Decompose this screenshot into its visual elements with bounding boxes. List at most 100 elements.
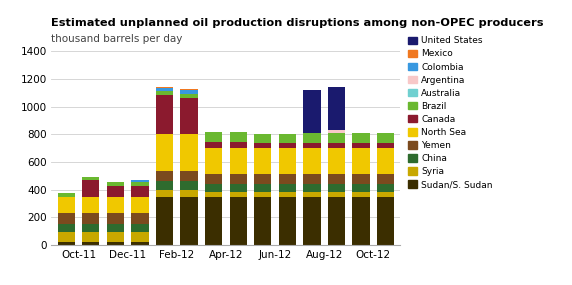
Bar	[156, 197, 173, 245]
Bar	[181, 90, 198, 93]
Bar	[156, 171, 173, 182]
Bar	[303, 184, 320, 192]
Bar	[156, 182, 173, 190]
Bar	[229, 174, 247, 184]
Bar	[303, 90, 320, 133]
Bar	[279, 143, 296, 148]
Bar	[377, 197, 394, 245]
Bar	[205, 142, 223, 148]
Bar	[377, 192, 394, 197]
Bar	[377, 143, 394, 148]
Bar	[254, 148, 271, 174]
Bar	[82, 232, 100, 242]
Bar	[279, 184, 296, 192]
Bar	[132, 232, 149, 242]
Bar	[82, 242, 100, 245]
Bar	[107, 213, 124, 224]
Bar	[82, 224, 100, 232]
Bar	[254, 197, 271, 245]
Bar	[279, 148, 296, 174]
Bar	[58, 193, 75, 197]
Bar	[229, 132, 247, 142]
Bar	[58, 242, 75, 245]
Bar	[328, 133, 345, 143]
Bar	[82, 180, 100, 197]
Bar	[132, 182, 149, 186]
Bar	[181, 190, 198, 197]
Bar	[107, 232, 124, 242]
Bar	[279, 192, 296, 197]
Bar	[229, 184, 247, 192]
Bar	[352, 174, 370, 184]
Bar	[279, 174, 296, 184]
Bar	[328, 174, 345, 184]
Bar	[58, 197, 75, 213]
Bar	[254, 143, 271, 148]
Bar	[254, 184, 271, 192]
Bar	[229, 192, 247, 197]
Bar	[156, 88, 173, 91]
Bar	[58, 224, 75, 232]
Bar	[181, 98, 198, 134]
Bar	[205, 197, 223, 245]
Bar	[254, 134, 271, 143]
Bar	[279, 197, 296, 245]
Bar	[229, 142, 247, 148]
Bar	[82, 213, 100, 224]
Bar	[156, 87, 173, 88]
Bar	[132, 224, 149, 232]
Bar	[107, 186, 124, 197]
Bar	[377, 133, 394, 143]
Bar	[229, 148, 247, 174]
Bar	[377, 148, 394, 174]
Bar	[352, 148, 370, 174]
Bar	[181, 89, 198, 90]
Bar	[377, 184, 394, 192]
Bar	[352, 143, 370, 148]
Bar	[181, 171, 198, 182]
Bar	[132, 180, 149, 182]
Bar	[82, 197, 100, 213]
Bar	[107, 182, 124, 186]
Bar	[303, 192, 320, 197]
Bar	[156, 95, 173, 134]
Bar	[107, 197, 124, 213]
Bar	[352, 197, 370, 245]
Bar	[82, 177, 100, 180]
Bar	[377, 174, 394, 184]
Bar	[132, 242, 149, 245]
Bar	[352, 133, 370, 143]
Bar	[181, 182, 198, 190]
Bar	[107, 224, 124, 232]
Bar	[303, 148, 320, 174]
Bar	[229, 197, 247, 245]
Bar	[181, 134, 198, 171]
Bar	[205, 184, 223, 192]
Bar	[328, 87, 345, 129]
Bar	[303, 197, 320, 245]
Bar	[352, 184, 370, 192]
Bar	[303, 133, 320, 143]
Bar	[328, 192, 345, 197]
Bar	[181, 197, 198, 245]
Bar	[181, 93, 198, 98]
Bar	[328, 129, 345, 133]
Bar	[58, 232, 75, 242]
Bar	[205, 132, 223, 142]
Bar	[303, 143, 320, 148]
Bar	[205, 174, 223, 184]
Bar	[156, 190, 173, 197]
Bar	[58, 213, 75, 224]
Legend: United States, Mexico, Colombia, Argentina, Australia, Brazil, Canada, North Sea: United States, Mexico, Colombia, Argenti…	[408, 36, 492, 189]
Bar	[254, 192, 271, 197]
Bar	[279, 134, 296, 143]
Bar	[205, 192, 223, 197]
Bar	[132, 186, 149, 197]
Bar	[132, 213, 149, 224]
Bar	[328, 197, 345, 245]
Bar	[132, 197, 149, 213]
Bar	[303, 174, 320, 184]
Bar	[254, 174, 271, 184]
Bar	[328, 143, 345, 148]
Bar	[352, 192, 370, 197]
